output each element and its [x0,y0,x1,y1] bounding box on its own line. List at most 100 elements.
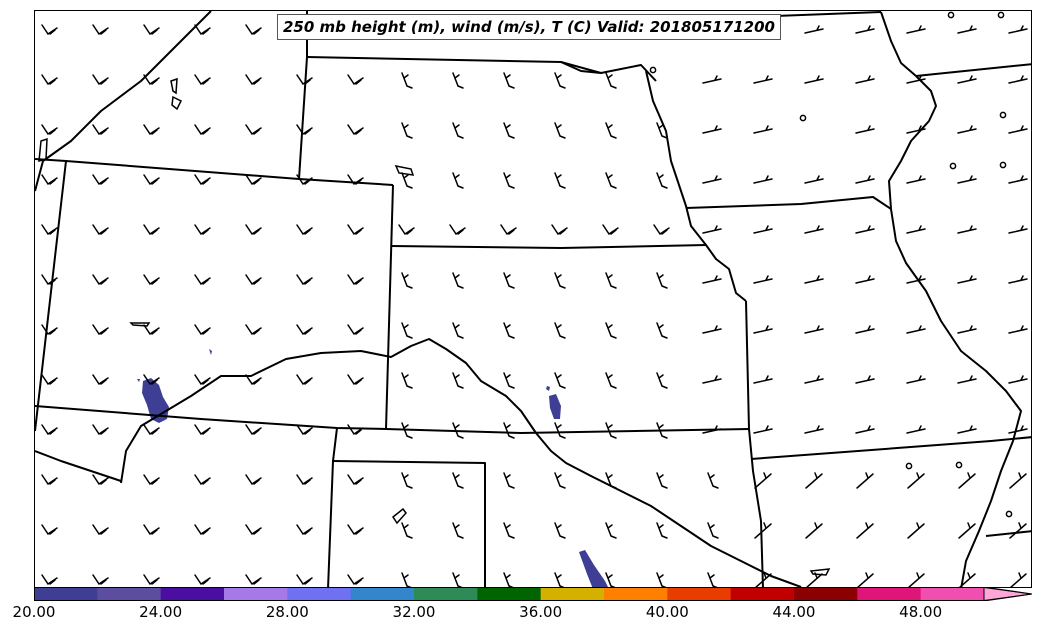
wind-barb [143,174,160,186]
colorbar-tick-label: 32.00 [392,603,436,621]
wind-barb [143,574,160,586]
wind-barb [245,274,262,286]
colorbar-segment [604,587,668,601]
wind-barb [855,125,875,134]
wind-barb [500,224,517,236]
wind-barb [245,374,262,386]
wind-barb [245,474,262,486]
colorbar-tick-labels: 20.00 24.00 28.00 32.00 36.00 40.00 44.00 48.00 [0,601,1041,631]
terrain-contour [560,61,602,74]
wind-barb [143,524,160,536]
colorbar-segment [920,587,985,601]
wind-barb [347,274,364,286]
wind-barb [245,174,262,186]
wind-barb [957,75,977,84]
wind-barb [907,522,925,539]
wind-barb [296,424,313,436]
wind-barb [296,574,313,586]
wind-barb [1008,375,1028,384]
wind-barb [753,75,773,84]
wind-barb [605,372,617,389]
wind-barb [347,524,364,536]
wind-barb [857,572,874,587]
wind-barb [804,325,824,334]
wind-barb [1008,325,1028,334]
temperature-patch [137,379,140,382]
nebraska-kansas-border [390,244,707,249]
wind-barb [194,174,211,186]
wind-barb [143,424,160,436]
colorbar-tick-label: 36.00 [519,603,563,621]
wind-barb [957,125,977,134]
wind-barb [347,224,364,236]
wind-barb [245,124,262,136]
wind-barb [92,324,109,336]
wind-barb [92,224,109,236]
wind-barb [194,474,211,486]
wind-barb [194,524,211,536]
wind-barb [656,322,668,339]
wind-barb [143,74,160,86]
wind-barb [1008,275,1028,284]
wind-barb [347,324,364,336]
minnesota-wisconsin-border [880,11,937,210]
wind-barb [656,172,668,189]
wind-barb [702,375,722,384]
wind-barb [605,572,616,587]
wind-barb [702,125,722,134]
wind-barb [401,72,413,89]
wind-barb [401,422,413,439]
wind-barb [143,324,160,336]
wind-barb [1008,175,1028,184]
wind-barb [92,374,109,386]
wind-barb [957,25,977,34]
wind-barb [401,272,413,289]
wind-barb [452,372,464,389]
lake-outline [129,322,151,327]
colorbar-segment [857,587,922,601]
arkansas-border [985,530,1031,537]
terrain-contours [35,11,802,587]
wind-barb [401,572,412,587]
wind-barb [554,322,566,339]
wind-barb [41,424,58,436]
wind-barb [804,25,824,34]
wind-barb [1008,125,1028,134]
map-title: 250 mb height (m), wind (m/s), T (C) Val… [277,14,781,40]
calm-wind-circle [999,161,1007,169]
colorado-east-border [385,184,394,430]
wind-barb [92,74,109,86]
wind-barb [957,175,977,184]
wind-barb [906,25,926,34]
calm-wind-circle [1005,510,1013,518]
colorbar-segment [540,587,605,601]
wind-barb [92,474,109,486]
wind-barb [554,472,566,489]
texas-panhandle-border [332,460,486,587]
wind-barb [401,522,413,539]
wind-barb [906,225,926,234]
wind-barb [92,424,109,436]
wind-barb [245,524,262,536]
wind-barb [753,125,773,134]
colorado-south-border [35,405,387,430]
wind-barb [194,574,211,586]
calm-wind-circle [799,114,807,122]
wind-barb [959,572,976,587]
wind-barb [554,72,566,89]
wind-barb [958,472,976,489]
wind-barb [41,74,58,86]
wind-barb [906,75,926,84]
wind-barb [753,325,773,334]
lake-outline [809,568,831,576]
wind-barb [906,275,926,284]
wind-barb [296,324,313,336]
wind-barb [605,72,617,89]
wind-barb [194,274,211,286]
colorbar-extend-arrow [983,587,1032,601]
wind-barb [906,125,926,134]
wind-barb [804,275,824,284]
map-panel [34,10,1032,588]
calm-wind-circle [997,11,1005,19]
colorbar-tick-label: 40.00 [645,603,689,621]
